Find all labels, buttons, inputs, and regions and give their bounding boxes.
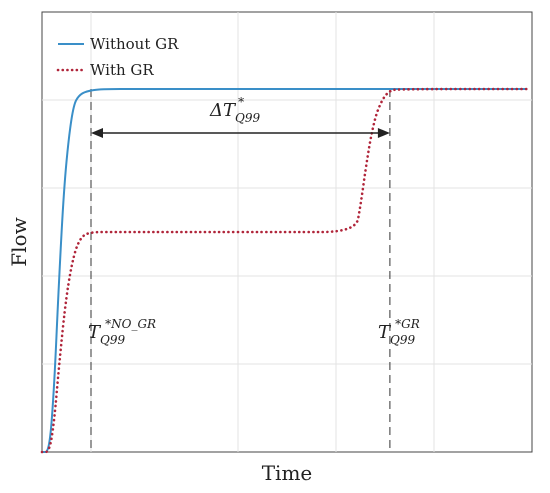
marker-labels: TQ99*NO_GR TQ99*GR (88, 317, 420, 347)
threshold-marker-label-1: TQ99*GR (378, 317, 420, 347)
threshold-markers (90, 89, 391, 452)
delta-arrow-right-head (377, 128, 390, 138)
legend-label-with-gr: With GR (90, 61, 154, 79)
delta-arrow-group: ΔTQ99* (91, 95, 390, 138)
legend: Without GR With GR (56, 35, 179, 79)
series-line-with-gr (40, 87, 529, 454)
series-line-without-gr (42, 87, 528, 453)
series-layer (40, 87, 529, 454)
delta-arrow-left-head (91, 128, 103, 138)
x-axis-label: Time (262, 461, 313, 485)
threshold-marker-label-0: TQ99*NO_GR (88, 317, 156, 347)
plot-area: ΔTQ99* TQ99*NO_GR TQ99*GR (40, 11, 533, 454)
delta-label: ΔTQ99* (209, 95, 260, 125)
legend-label-without-gr: Without GR (90, 35, 179, 53)
y-axis-label: Flow (7, 217, 31, 266)
